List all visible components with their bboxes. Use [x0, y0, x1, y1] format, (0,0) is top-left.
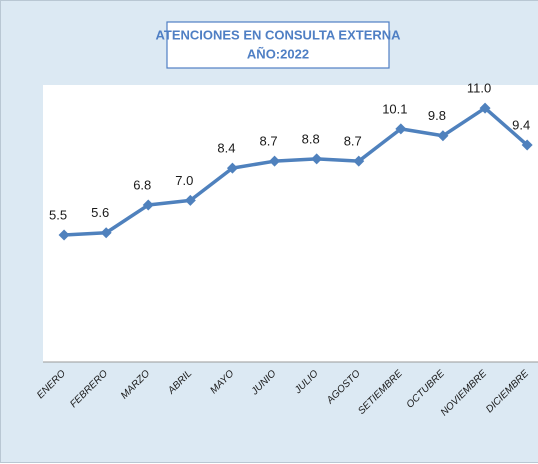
data-label: 6.8 [133, 177, 151, 192]
data-marker [479, 102, 491, 114]
data-marker [184, 194, 196, 206]
data-label: 11.0 [467, 81, 491, 96]
title-box [166, 21, 390, 69]
data-marker [58, 229, 70, 241]
data-label: 8.8 [302, 131, 320, 146]
data-label: 9.4 [512, 117, 530, 132]
data-line [63, 106, 529, 237]
data-marker [100, 227, 112, 239]
chart-subtitle: AÑO:2022 [247, 46, 309, 61]
data-marker [311, 153, 323, 165]
data-marker [226, 162, 238, 174]
data-label: 5.6 [91, 205, 109, 220]
data-marker [395, 123, 407, 135]
data-label: 9.8 [428, 108, 446, 123]
data-label: 8.7 [344, 134, 362, 149]
data-marker [437, 130, 449, 142]
data-label: 5.5 [49, 207, 67, 222]
data-marker [353, 155, 365, 167]
chart-title: ATENCIONES EN CONSULTA EXTERNA [155, 27, 401, 42]
data-marker [521, 139, 533, 151]
data-label: 8.4 [217, 141, 235, 156]
data-label: 7.0 [175, 173, 193, 188]
data-label: 8.7 [260, 134, 278, 149]
data-marker [142, 199, 154, 211]
data-marker [269, 155, 281, 167]
data-label: 10.1 [382, 101, 407, 116]
plot-area [43, 85, 538, 362]
